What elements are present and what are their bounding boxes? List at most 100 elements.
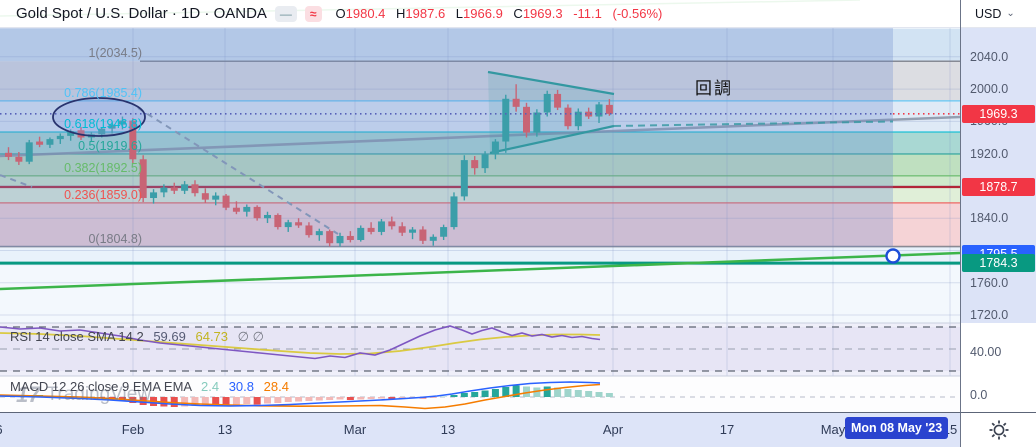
last-price-badge: 1969.3 xyxy=(962,104,1035,123)
macd-hist-bar xyxy=(533,387,541,397)
candle-body xyxy=(212,195,220,200)
rsi-legend[interactable]: RSI 14 close SMA 14 2 59.69 64.73 ∅ ∅ xyxy=(10,329,264,345)
minus-icon: — xyxy=(279,6,292,21)
candle-body xyxy=(533,112,541,133)
pullback-text-annotation[interactable]: 回調 xyxy=(695,79,733,98)
fib-band xyxy=(0,100,960,133)
tradingview-watermark-text: TradingView xyxy=(46,384,152,405)
candle-body xyxy=(377,221,385,232)
macd-hist-bar xyxy=(574,390,582,397)
macd-signal-value: 28.4 xyxy=(263,379,289,394)
macd-hist-bar xyxy=(460,393,468,397)
candle-body xyxy=(253,206,261,219)
fib-band xyxy=(0,265,960,323)
price-tick: 1720.0 xyxy=(970,308,1009,323)
fib-label-0.236[interactable]: 0.236(1859.0) xyxy=(64,187,142,202)
pennant-lower-line[interactable] xyxy=(489,124,615,155)
candle-body xyxy=(170,187,178,191)
open-label: O xyxy=(335,6,346,21)
low-value: 1966.9 xyxy=(463,6,503,21)
green-support-trendline[interactable] xyxy=(0,251,961,291)
time-label-17: 17 xyxy=(719,422,735,437)
candle-body xyxy=(201,193,209,200)
ellipse-highlight[interactable] xyxy=(52,97,146,137)
fib-label-0.786[interactable]: 0.786(1985.4) xyxy=(64,85,142,100)
candle-body xyxy=(181,184,189,191)
candle-body xyxy=(160,187,168,193)
candle-body xyxy=(523,106,530,133)
trendline-anchor-handle[interactable] xyxy=(885,248,901,264)
fib-band xyxy=(0,132,960,154)
axis-settings-corner[interactable] xyxy=(960,412,1036,447)
low-label: L xyxy=(455,6,464,21)
rsi-title: RSI 14 close SMA 14 2 xyxy=(10,329,144,344)
candle-body xyxy=(222,195,230,208)
candle-body xyxy=(108,124,116,129)
macd-hist-bar xyxy=(284,397,292,402)
macd-tick: 0.0 xyxy=(970,388,988,402)
fib-label-0.5[interactable]: 0.5(1919.6) xyxy=(78,138,142,153)
candle-body xyxy=(388,221,396,227)
candle-body xyxy=(56,135,64,140)
macd-hist-bar xyxy=(315,397,323,401)
price-axis[interactable]: USD ⌄ 2040.02000.01960.01920.01840.01760… xyxy=(960,0,1036,447)
pennant-dashed-extension[interactable] xyxy=(613,120,894,127)
candle-body xyxy=(502,98,510,142)
macd-hist-bar xyxy=(398,397,406,399)
rsi-sma-value: 64.73 xyxy=(195,329,229,344)
candle-body xyxy=(429,236,437,241)
time-label-13: 13 xyxy=(440,422,456,437)
candle-body xyxy=(554,93,562,108)
macd-hist-bar xyxy=(512,385,520,397)
dashed-left-trendline[interactable] xyxy=(0,174,33,188)
gear-icon[interactable] xyxy=(988,419,1010,441)
tradingview-logo-icon: 17 xyxy=(16,382,41,407)
rsi-tick: 40.00 xyxy=(970,345,1002,359)
candle-body xyxy=(284,222,292,228)
chart-legend-bar: Gold Spot / U.S. Dollar · 1D · OANDA — ≈… xyxy=(0,0,960,28)
candle-body xyxy=(67,131,75,136)
currency-selector[interactable]: USD ⌄ xyxy=(961,0,1036,28)
macd-hist-bar xyxy=(585,391,593,397)
candle-body xyxy=(150,192,158,199)
macd-hist-bar xyxy=(491,389,499,397)
symbol-title[interactable]: Gold Spot / U.S. Dollar · 1D · OANDA xyxy=(16,5,267,22)
fib-label-0.618[interactable]: 0.618(1946.8) xyxy=(64,117,142,131)
candle-body xyxy=(295,222,303,226)
fib-band xyxy=(0,175,960,187)
fib-label-0[interactable]: 0(1804.8) xyxy=(88,231,142,246)
rsi-empty-set-icons: ∅ ∅ xyxy=(237,329,264,344)
candle-body xyxy=(274,214,282,228)
rsi-line xyxy=(0,325,601,360)
candle-body xyxy=(481,154,489,169)
macd-hist-bar xyxy=(336,397,344,400)
candle-body xyxy=(118,120,126,125)
price-tick: 2040.0 xyxy=(970,49,1009,64)
price-tick: 1920.0 xyxy=(970,146,1009,161)
price-tick: 1760.0 xyxy=(970,275,1009,290)
blue-overlay-region xyxy=(0,28,893,247)
fib-label-1[interactable]: 1(2034.5) xyxy=(88,46,142,61)
macd-hist-bar xyxy=(201,397,209,405)
candle-body xyxy=(419,229,427,241)
change-value: -11.1 xyxy=(573,6,602,21)
hidden-drawing-chip[interactable]: — xyxy=(274,5,297,22)
candle-body xyxy=(564,107,572,127)
fib-band xyxy=(0,61,960,101)
candle-body xyxy=(46,139,54,145)
candle-body xyxy=(409,229,417,233)
candle-body xyxy=(605,104,613,114)
macd-hist-bar xyxy=(481,390,489,397)
macd-legend[interactable]: MACD 12 26 close 9 EMA EMA 2.4 30.8 28.4 xyxy=(10,379,289,394)
candle-body xyxy=(543,93,551,113)
fib-label-0.382[interactable]: 0.382(1892.5) xyxy=(64,160,142,175)
macd-hist-bar xyxy=(212,397,220,406)
price-tick: 1840.0 xyxy=(970,211,1009,226)
macd-hist-bar xyxy=(264,397,271,404)
approx-drawing-chip[interactable]: ≈ xyxy=(304,5,322,22)
candle-body xyxy=(471,160,479,169)
macd-hist-bar xyxy=(253,397,261,405)
pennant-upper-line[interactable] xyxy=(487,70,615,96)
